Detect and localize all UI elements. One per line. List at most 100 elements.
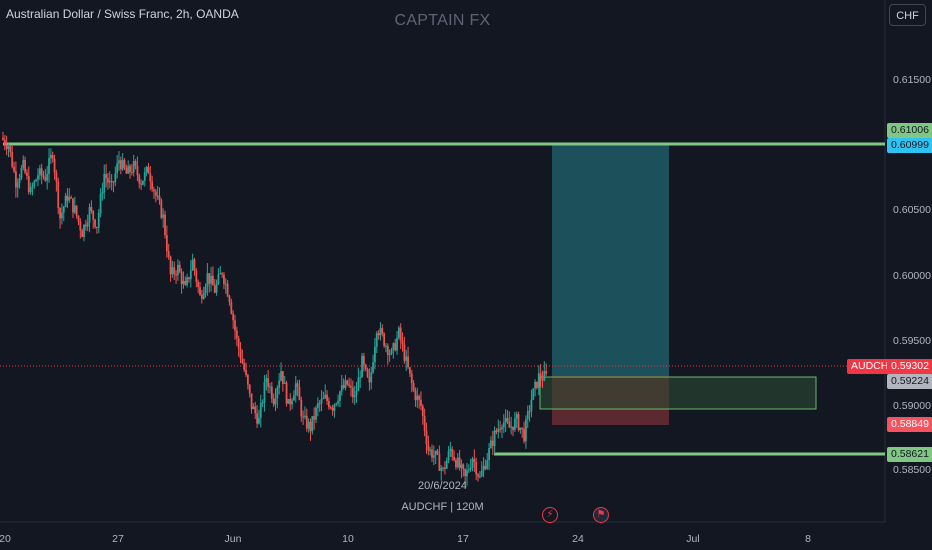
candle-body [18, 178, 21, 183]
candle-body [298, 387, 301, 401]
currency-button[interactable]: CHF [889, 4, 926, 26]
symbol-title[interactable]: Australian Dollar / Swiss Franc, 2h, OAN… [6, 7, 239, 21]
candle-body [410, 373, 413, 384]
candle-body [482, 465, 485, 472]
candle-body [523, 428, 525, 442]
flag-icon[interactable]: ⚑ [593, 507, 609, 523]
candle-body [478, 476, 481, 478]
candle-body [480, 471, 483, 477]
lightning-icon[interactable]: ⚡ [542, 507, 558, 523]
time-label: Jun [224, 533, 242, 545]
time-label: 8 [805, 533, 811, 545]
candle-body [327, 400, 330, 408]
candle-body [438, 453, 441, 471]
candle-body [129, 165, 131, 172]
stop-price-tag: 0.58849 [887, 417, 932, 432]
candle-body [5, 144, 8, 150]
candle-body [493, 430, 496, 446]
candle-body [473, 458, 476, 463]
candle-body [348, 384, 351, 386]
candle-body [407, 356, 409, 368]
candle-body [464, 469, 467, 477]
candle-body [68, 197, 71, 201]
candle-body [197, 281, 200, 288]
candle-body [394, 343, 397, 351]
candle-body [119, 160, 122, 170]
candle-body [33, 181, 36, 187]
candle-body [46, 173, 49, 181]
target-zone[interactable] [552, 143, 669, 376]
price-label: 0.60000 [893, 270, 931, 282]
candle-body [138, 175, 141, 184]
candle-body [81, 230, 84, 238]
candle-body [217, 274, 220, 284]
candle-body [469, 467, 472, 470]
candle-body [96, 226, 98, 228]
candle-body [140, 183, 142, 185]
candle-body [195, 270, 198, 282]
candle-body [466, 470, 468, 477]
candle-body [252, 406, 255, 410]
candle-body [412, 383, 415, 391]
candle-body [322, 397, 325, 399]
candle-body [13, 166, 15, 172]
candle-body [436, 450, 439, 454]
candle-body [443, 467, 446, 469]
candle-body [127, 165, 130, 174]
candle-body [440, 468, 443, 471]
candle-body [541, 379, 544, 381]
candle-body [521, 427, 524, 429]
candle-body [536, 381, 538, 388]
candle-body [364, 364, 367, 369]
candle-body [147, 166, 150, 174]
candle-body [241, 358, 244, 364]
candle-body [108, 180, 111, 183]
candle-body [226, 283, 229, 297]
candle-body [397, 327, 400, 338]
candle-body [379, 327, 382, 336]
candle-body [55, 172, 58, 182]
candle-body [375, 333, 378, 347]
candle-body [409, 367, 411, 374]
candle-body [160, 200, 163, 218]
price-label: 0.61500 [893, 74, 931, 86]
candle-body [224, 283, 227, 285]
candle-body [189, 270, 192, 280]
candle-body [16, 182, 19, 188]
candle-body [355, 391, 358, 396]
candle-body [107, 178, 109, 183]
candle-body [149, 173, 152, 182]
candle-body [515, 414, 518, 419]
candle-body [537, 373, 540, 388]
candle-body [64, 195, 67, 208]
candle-body [70, 197, 73, 199]
candle-body [418, 395, 421, 400]
candle-body [335, 403, 338, 405]
candle-body [125, 167, 128, 174]
candle-body [331, 407, 334, 411]
candle-body [339, 391, 341, 401]
candle-body [346, 380, 349, 385]
candle-body [484, 465, 487, 469]
candle-body [425, 430, 428, 445]
candle-body [304, 415, 306, 417]
candle-body [429, 449, 432, 451]
candle-body [445, 460, 448, 469]
candle-body [447, 451, 450, 461]
candle-body [162, 214, 165, 218]
candle-body [501, 427, 503, 430]
demand-box[interactable] [539, 376, 817, 410]
candle-body [132, 161, 135, 173]
candle-body [276, 387, 279, 399]
candle-body [191, 259, 194, 271]
candle-body [29, 187, 32, 193]
watermark: CAPTAIN FX [394, 12, 491, 29]
candle-body [27, 176, 30, 193]
candle-body [223, 274, 225, 284]
candle-body [35, 179, 38, 182]
candle-body [320, 398, 323, 404]
candle-body [248, 384, 251, 394]
candle-body [73, 205, 76, 213]
